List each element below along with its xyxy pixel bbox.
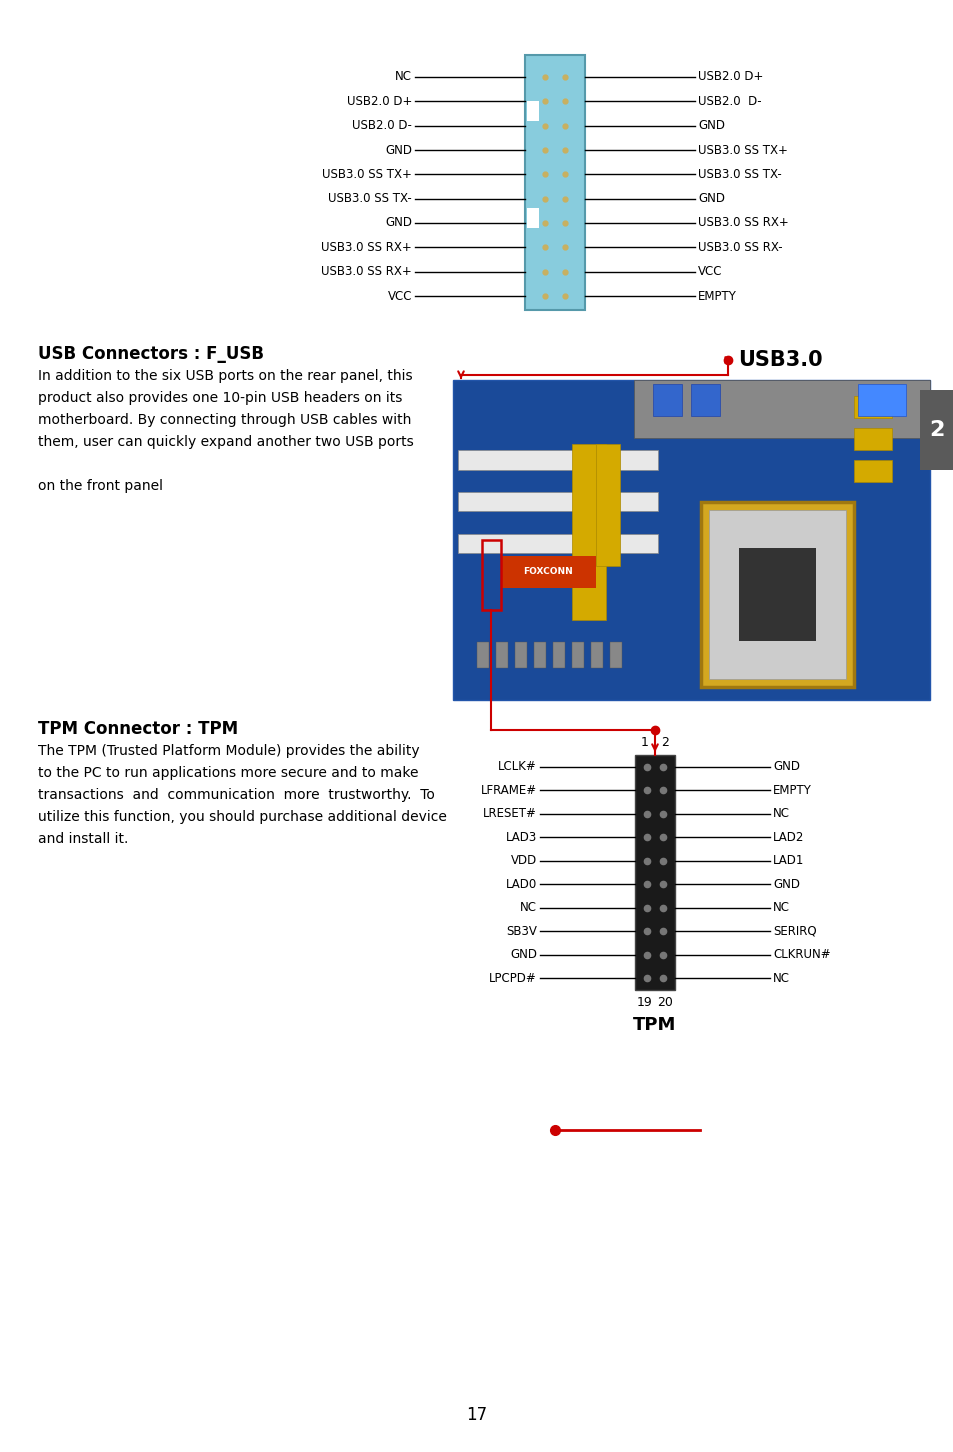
Bar (708, 510, 844, 680)
Bar (534, 642, 545, 668)
Bar (853, 428, 891, 450)
Text: GND: GND (510, 948, 537, 961)
Text: utilize this function, you should purchase additional device: utilize this function, you should purcha… (38, 810, 446, 823)
Bar (476, 642, 488, 668)
Text: USB2.0 D-: USB2.0 D- (352, 119, 412, 132)
Text: EMPTY: EMPTY (772, 784, 811, 797)
Text: 2: 2 (928, 420, 943, 440)
Text: NC: NC (772, 902, 789, 915)
Text: VDD: VDD (510, 854, 537, 867)
Bar (457, 492, 658, 511)
Text: LFRAME#: LFRAME# (480, 784, 537, 797)
Bar (691, 383, 720, 417)
Text: LAD3: LAD3 (505, 831, 537, 844)
Text: USB2.0 D+: USB2.0 D+ (698, 71, 762, 84)
Text: NC: NC (519, 902, 537, 915)
Text: USB3.0 SS TX-: USB3.0 SS TX- (698, 168, 781, 182)
Bar (524, 55, 584, 309)
Text: USB3.0 SS TX-: USB3.0 SS TX- (328, 192, 412, 205)
Text: 20: 20 (657, 996, 672, 1009)
Text: The TPM (Trusted Platform Module) provides the ability: The TPM (Trusted Platform Module) provid… (38, 743, 419, 758)
Text: GND: GND (698, 192, 724, 205)
Bar (457, 533, 658, 553)
Bar (553, 642, 564, 668)
Bar (500, 556, 596, 588)
Text: GND: GND (772, 761, 800, 774)
Bar (853, 460, 891, 482)
Text: LAD2: LAD2 (772, 831, 803, 844)
Text: GND: GND (698, 119, 724, 132)
Bar (481, 540, 500, 610)
Text: USB3.0 SS TX+: USB3.0 SS TX+ (698, 144, 787, 157)
Text: USB3.0 SS RX-: USB3.0 SS RX- (698, 241, 781, 254)
Bar (635, 755, 675, 990)
Bar (515, 642, 526, 668)
Text: product also provides one 10-pin USB headers on its: product also provides one 10-pin USB hea… (38, 391, 402, 405)
Bar (653, 383, 681, 417)
Text: NC: NC (772, 807, 789, 820)
Text: TPM: TPM (633, 1016, 676, 1034)
Bar (457, 450, 658, 469)
Text: GND: GND (385, 216, 412, 229)
Text: 19: 19 (637, 996, 652, 1009)
Bar (572, 642, 583, 668)
Text: on the front panel: on the front panel (38, 479, 163, 494)
Text: NC: NC (395, 71, 412, 84)
Bar (526, 208, 538, 228)
Text: VCC: VCC (698, 266, 721, 279)
Text: LAD0: LAD0 (505, 877, 537, 890)
Text: GND: GND (385, 144, 412, 157)
Text: VCC: VCC (387, 289, 412, 302)
Text: USB2.0 D+: USB2.0 D+ (346, 94, 412, 107)
Text: USB3.0: USB3.0 (738, 350, 821, 370)
Text: to the PC to run applications more secure and to make: to the PC to run applications more secur… (38, 767, 418, 780)
Bar (858, 383, 905, 417)
Text: transactions  and  communication  more  trustworthy.  To: transactions and communication more trus… (38, 788, 435, 802)
Bar (572, 444, 605, 620)
Text: TPM Connector : TPM: TPM Connector : TPM (38, 720, 238, 738)
Text: LPCPD#: LPCPD# (489, 971, 537, 984)
Text: SERIRQ: SERIRQ (772, 925, 816, 938)
Text: USB3.0 SS RX+: USB3.0 SS RX+ (321, 241, 412, 254)
Bar (919, 391, 953, 470)
Text: GND: GND (772, 877, 800, 890)
Bar (453, 380, 929, 700)
Bar (526, 100, 538, 122)
Text: USB3.0 SS RX+: USB3.0 SS RX+ (321, 266, 412, 279)
Bar (739, 547, 815, 640)
Bar (591, 642, 602, 668)
Text: LCLK#: LCLK# (497, 761, 537, 774)
Text: USB3.0 SS RX+: USB3.0 SS RX+ (698, 216, 788, 229)
Text: FOXCONN: FOXCONN (523, 568, 573, 576)
Text: USB3.0 SS TX+: USB3.0 SS TX+ (322, 168, 412, 182)
Text: EMPTY: EMPTY (698, 289, 736, 302)
Text: USB Connectors : F_USB: USB Connectors : F_USB (38, 346, 264, 363)
Bar (610, 642, 621, 668)
Text: 2: 2 (660, 736, 668, 749)
Text: 17: 17 (466, 1406, 487, 1424)
Text: them, user can quickly expand another two USB ports: them, user can quickly expand another tw… (38, 436, 414, 449)
Bar (700, 501, 853, 687)
Text: CLKRUN#: CLKRUN# (772, 948, 830, 961)
Bar (634, 380, 929, 437)
Bar (853, 396, 891, 418)
Bar (496, 642, 507, 668)
Text: USB2.0  D-: USB2.0 D- (698, 94, 760, 107)
Text: LRESET#: LRESET# (482, 807, 537, 820)
Text: and install it.: and install it. (38, 832, 129, 847)
Text: NC: NC (772, 971, 789, 984)
Bar (596, 444, 619, 566)
Text: 1: 1 (640, 736, 648, 749)
Text: In addition to the six USB ports on the rear panel, this: In addition to the six USB ports on the … (38, 369, 413, 383)
Text: LAD1: LAD1 (772, 854, 803, 867)
Text: SB3V: SB3V (506, 925, 537, 938)
Text: motherboard. By connecting through USB cables with: motherboard. By connecting through USB c… (38, 412, 411, 427)
